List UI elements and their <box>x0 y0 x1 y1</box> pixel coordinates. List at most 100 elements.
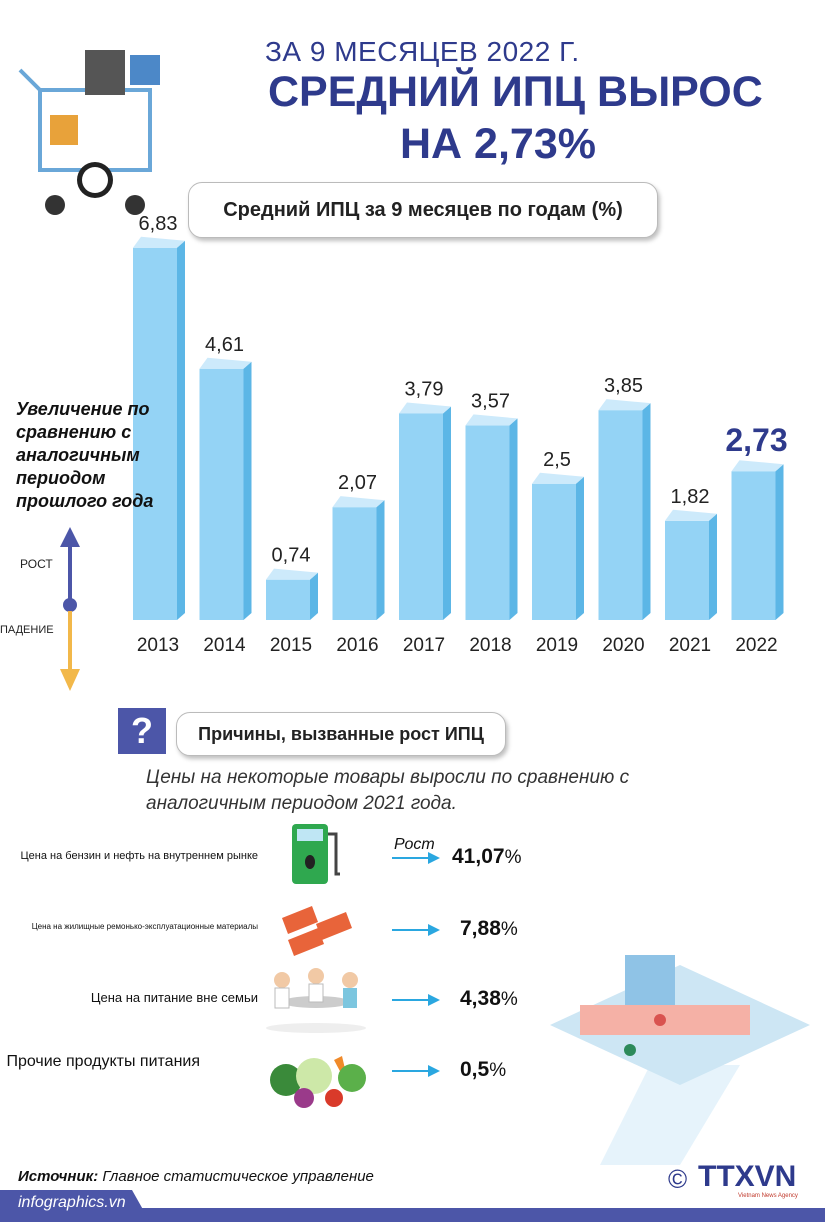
dining-people-icon <box>266 968 366 1033</box>
bar-top <box>465 414 518 426</box>
reason-value-number: 7,88 <box>460 917 501 940</box>
question-icon: ? <box>118 708 166 754</box>
reason-value-unit: % <box>500 989 518 1010</box>
header-title: СРЕДНИЙ ИПЦ ВЫРОС <box>268 68 763 116</box>
reasons-intro: Цены на некоторые товары выросли по срав… <box>146 767 630 814</box>
data-label: 2,5 <box>543 449 571 471</box>
bar-side <box>509 418 518 620</box>
reason-value-unit: % <box>500 919 518 940</box>
bar-side <box>775 464 784 620</box>
data-label: 3,79 <box>405 378 444 400</box>
supermarket-illustration <box>550 955 810 1165</box>
ttxvn-logo: TTXVN <box>698 1160 797 1193</box>
bar-top <box>731 460 784 472</box>
x-tick-label: 2021 <box>669 635 711 656</box>
bar-top <box>399 402 451 414</box>
arrow-right-icon <box>392 924 440 936</box>
bar-2020: 3,85 2020 <box>598 375 651 656</box>
down-label: ПАДЕНИЕ <box>0 624 54 636</box>
bar-side <box>443 406 451 620</box>
data-label: 2,07 <box>338 472 377 494</box>
growth-label: Рост <box>394 836 435 853</box>
bar-2021: 1,82 2021 <box>665 486 717 656</box>
reason-value: 0,5% <box>460 1058 506 1082</box>
data-label: 1,82 <box>671 486 710 508</box>
bar-side <box>243 361 252 620</box>
bar-top <box>598 399 651 411</box>
bar-side <box>310 572 318 620</box>
bar-2015: 0,74 2015 <box>266 545 318 656</box>
bar-top <box>199 357 252 369</box>
source-label: Источник: <box>18 1168 99 1185</box>
logo-subtitle: Vietnam News Agency <box>738 1193 798 1199</box>
data-label: 6,83 <box>139 213 178 235</box>
bar-2022: 2,73 2022 <box>725 422 787 656</box>
data-label: 4,61 <box>205 334 244 356</box>
bar-side <box>376 500 385 620</box>
reason-value: 41,07% <box>452 845 521 869</box>
bar-front <box>266 579 310 620</box>
bar-top <box>133 236 185 248</box>
reason-value-number: 4,38 <box>460 987 501 1010</box>
x-tick-label: 2015 <box>270 635 312 656</box>
reason-value-unit: % <box>489 1060 507 1081</box>
bar-top <box>332 496 385 508</box>
x-tick-label: 2019 <box>536 635 578 656</box>
data-label: 2,73 <box>725 422 787 458</box>
data-label: 3,57 <box>471 390 510 412</box>
bar-top <box>532 472 584 484</box>
reason-label: Цена на питание вне семьи <box>90 990 258 1005</box>
bar-side <box>642 403 651 620</box>
data-label: 0,74 <box>272 545 311 567</box>
shopping-cart-illustration <box>18 50 160 215</box>
bar-2013: 6,83 2013 <box>133 213 185 656</box>
bar-front <box>133 247 177 620</box>
vegetables-icon <box>270 1056 366 1108</box>
bar-chart: 6,83 2013 4,61 2014 0,74 2015 2,07 2016 3,79 2017… <box>133 213 788 656</box>
bar-front <box>199 368 244 620</box>
x-tick-label: 2020 <box>602 635 644 656</box>
arrow-right-icon <box>392 852 440 864</box>
reason-label: Цена на жилищные ремонько-эксплуатационн… <box>31 922 258 931</box>
footer-tab <box>0 1190 150 1222</box>
bricks-icon <box>282 906 352 956</box>
bar-front <box>399 413 443 620</box>
fuel-pump-icon <box>292 824 340 884</box>
x-tick-label: 2017 <box>403 635 445 656</box>
source-line: Источник: Главное статистическое управле… <box>18 1168 374 1185</box>
bar-front <box>731 471 776 620</box>
reason-value: 4,38% <box>460 987 518 1011</box>
arrow-right-icon <box>392 994 440 1006</box>
source-text: Главное статистическое управление <box>98 1168 374 1185</box>
x-tick-label: 2022 <box>735 635 777 656</box>
reason-value-unit: % <box>504 847 522 868</box>
copyright-symbol: © <box>668 1164 688 1194</box>
bar-side <box>576 476 584 620</box>
bar-front <box>332 507 377 620</box>
bar-side <box>177 240 185 620</box>
up-label: РОСТ <box>20 557 53 571</box>
header-value: НА 2,73% <box>400 120 596 168</box>
up-down-arrow-icon <box>60 527 80 691</box>
arrow-right-icon <box>392 1065 440 1077</box>
x-tick-label: 2018 <box>469 635 511 656</box>
bar-front <box>665 520 709 620</box>
reason-value-number: 41,07 <box>452 845 505 868</box>
reason-value: 7,88% <box>460 917 518 941</box>
bar-2017: 3,79 2017 <box>399 378 451 656</box>
header-period: ЗА 9 МЕСЯЦЕВ 2022 Г. <box>265 36 580 67</box>
x-tick-label: 2016 <box>336 635 378 656</box>
reason-label: Цена на бензин и нефть на внутреннем рын… <box>20 850 258 862</box>
side-legend-text: Увеличение по сравнению с аналогичным пе… <box>16 399 154 511</box>
bar-front <box>598 410 643 620</box>
footer-bar <box>0 1208 825 1222</box>
data-label: 3,85 <box>604 375 643 397</box>
x-tick-label: 2014 <box>203 635 246 656</box>
reason-label: Прочие продукты питания <box>6 1053 200 1070</box>
reason-value-number: 0,5 <box>460 1058 490 1081</box>
bar-top <box>266 568 318 580</box>
site-link[interactable]: infographics.vn <box>18 1194 126 1211</box>
bar-side <box>709 513 717 620</box>
bar-2018: 3,57 2018 <box>465 390 518 656</box>
